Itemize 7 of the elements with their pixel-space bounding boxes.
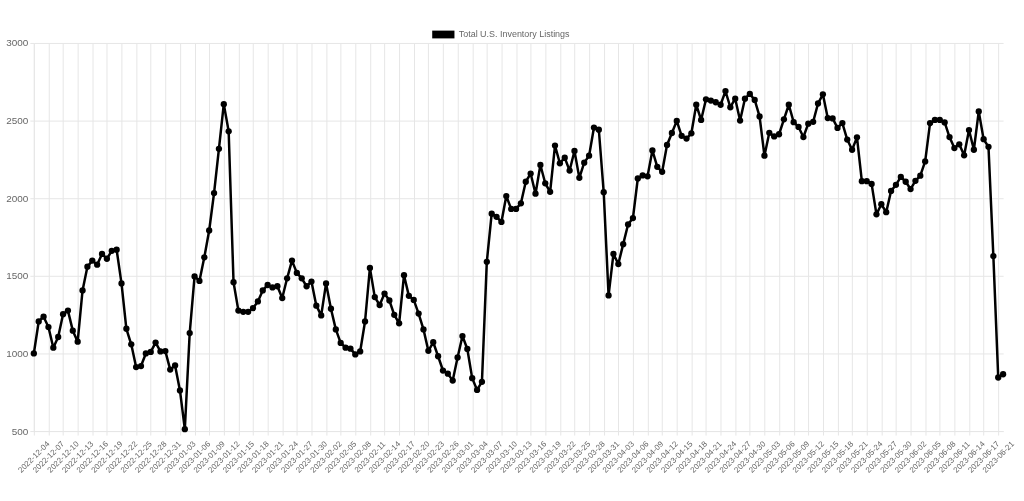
y-tick-label: 500 [11, 425, 29, 437]
y-tick-label: 3000 [6, 37, 29, 49]
y-tick-label: 1000 [6, 347, 29, 359]
legend-label: Total U.S. Inventory Listings [458, 29, 571, 40]
y-tick-label: 1500 [6, 270, 29, 282]
y-tick-label: 2000 [6, 192, 29, 204]
y-tick-label: 2500 [6, 115, 29, 127]
